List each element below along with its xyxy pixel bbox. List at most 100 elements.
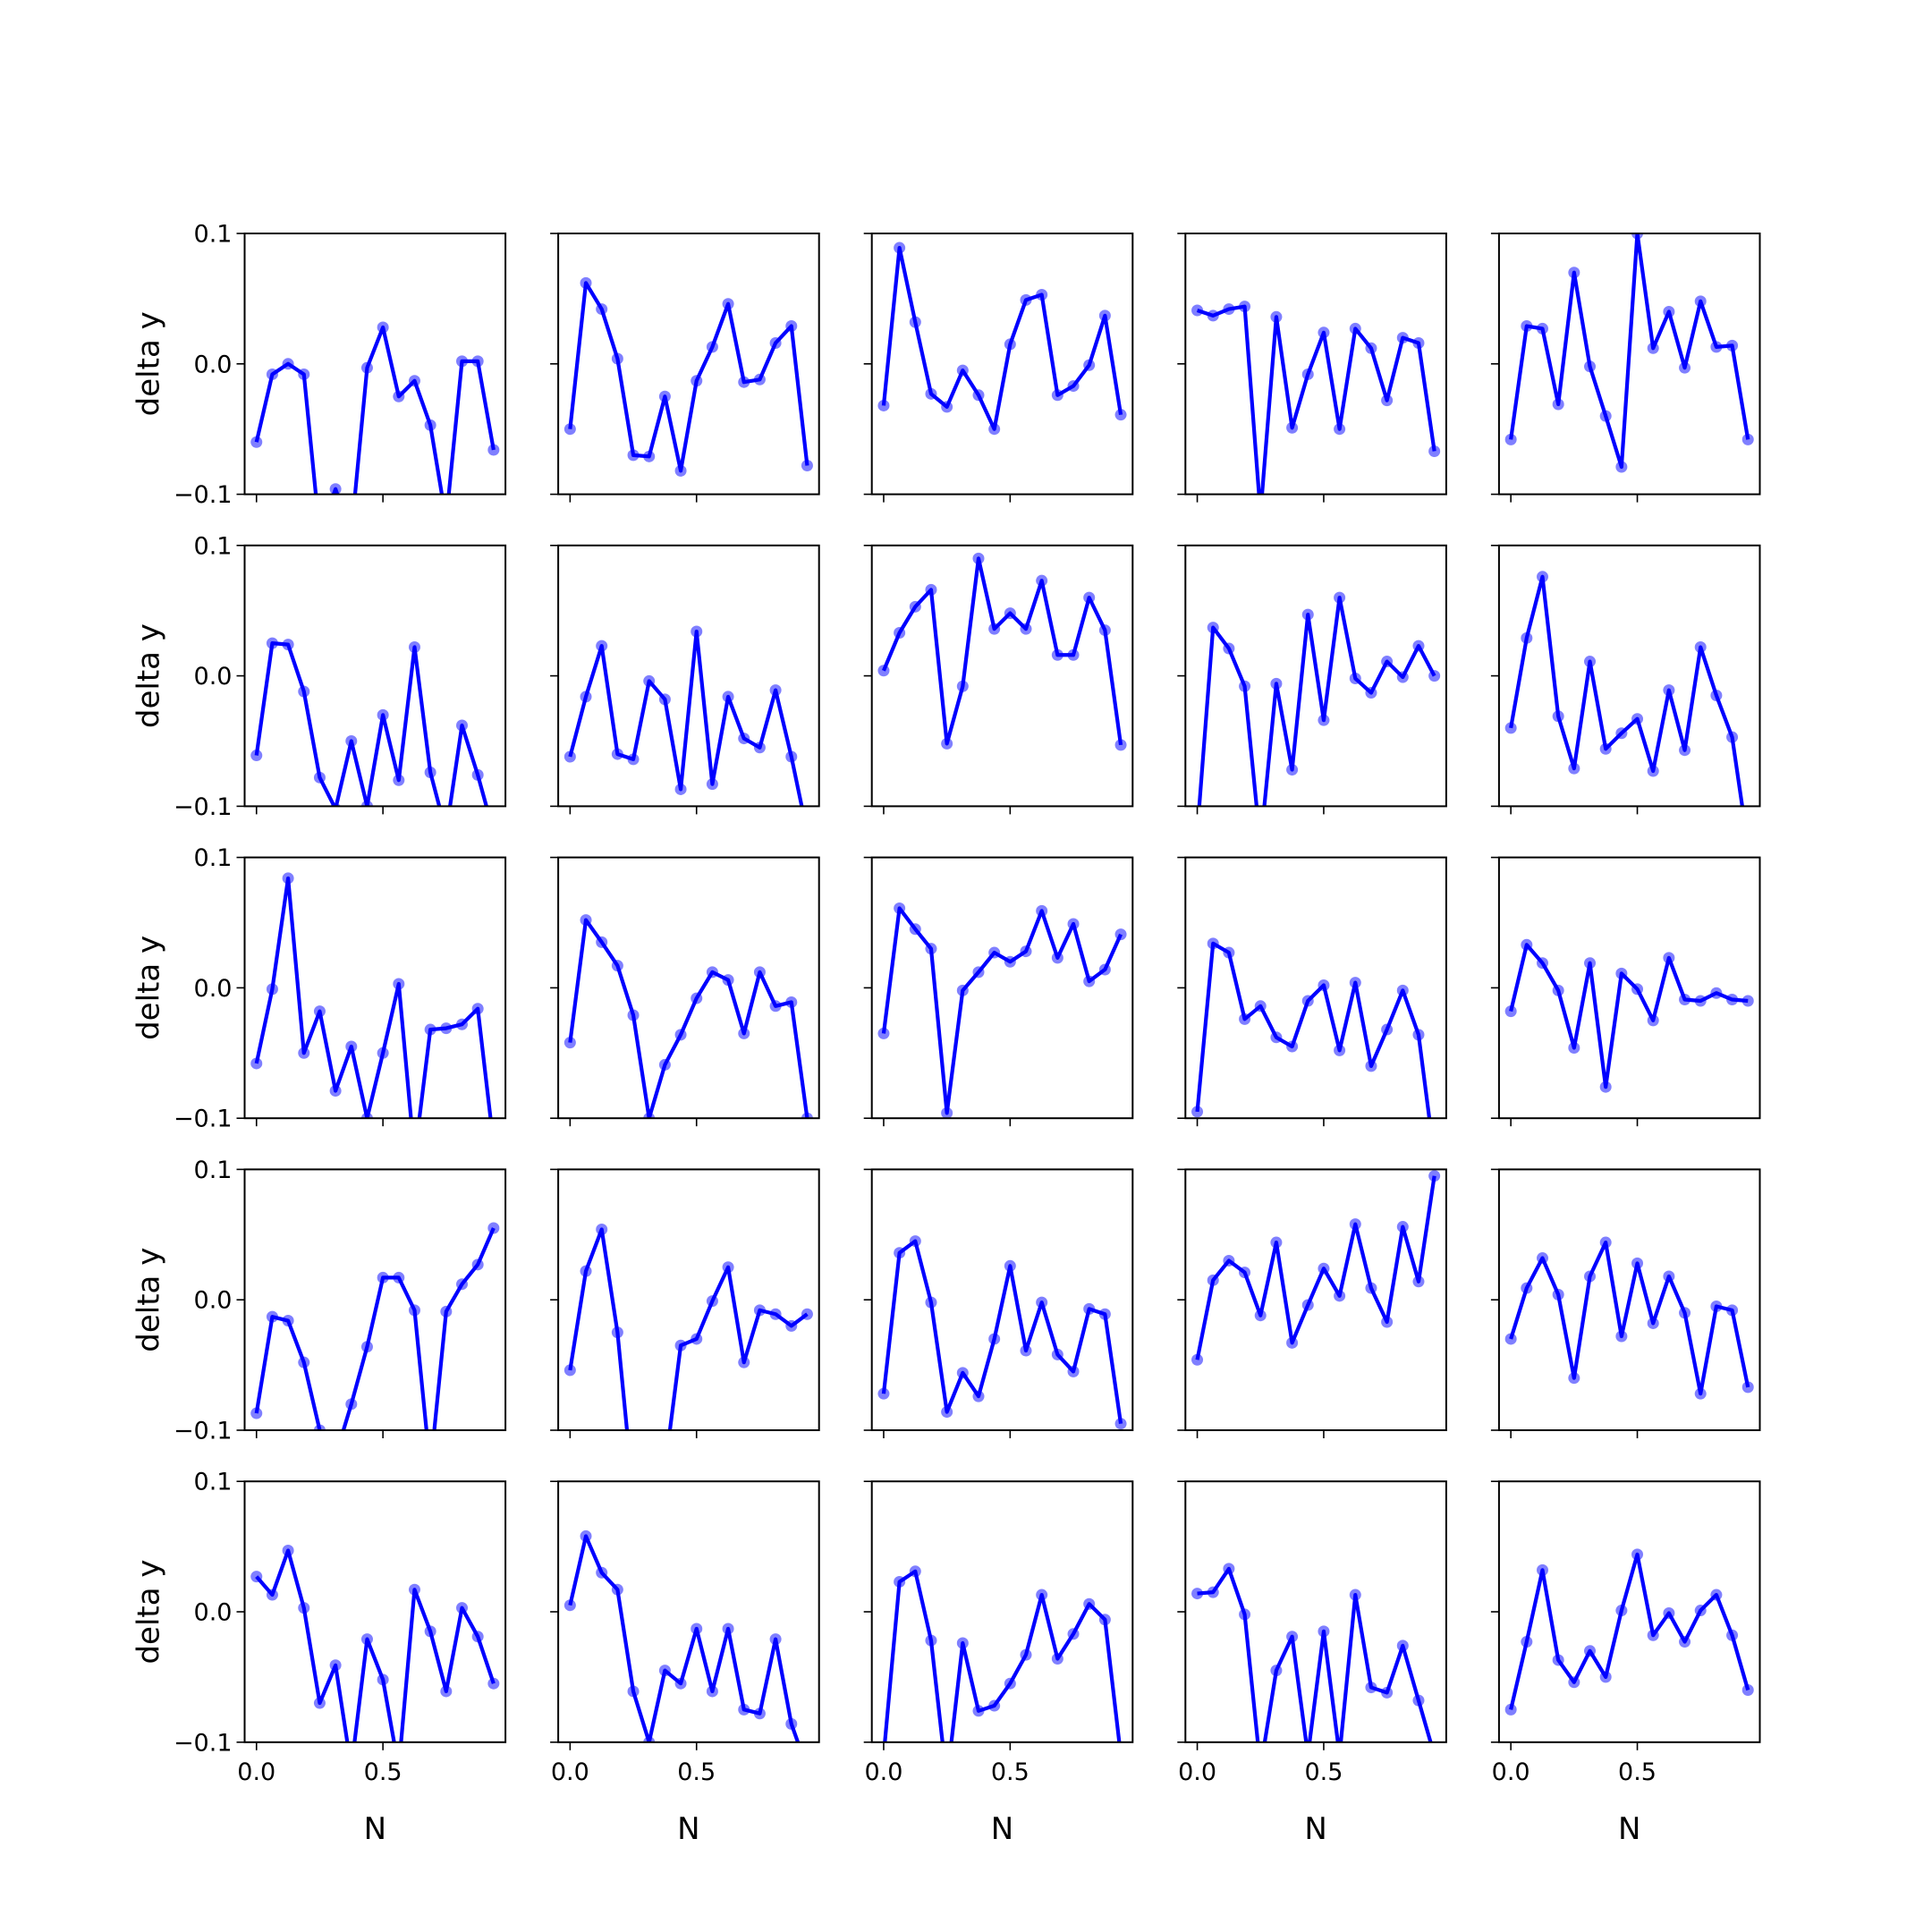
- y-tick-label: 0.1: [194, 1469, 233, 1496]
- data-point: [1694, 641, 1707, 654]
- data-point: [298, 685, 310, 698]
- data-point: [1083, 1302, 1096, 1315]
- axes-frame: [243, 1168, 507, 1432]
- data-point: [1537, 1252, 1548, 1265]
- plot-area: [250, 1544, 500, 1742]
- data-line: [1197, 1566, 1433, 1742]
- axes-frame: [243, 544, 507, 808]
- data-point: [1083, 591, 1096, 604]
- data-point: [1647, 1317, 1659, 1329]
- plot-area: [877, 1235, 1127, 1430]
- data-point: [738, 1703, 750, 1716]
- data-point: [580, 276, 592, 289]
- data-point: [643, 450, 656, 462]
- plot-area: [1191, 301, 1441, 495]
- data-point: [785, 996, 798, 1008]
- data-point: [1615, 967, 1628, 979]
- y-tick-label: −0.1: [174, 1729, 233, 1757]
- subplot: 0.0 0.5 N: [1490, 1480, 1761, 1847]
- data-point: [658, 390, 671, 402]
- data-point: [801, 1308, 813, 1320]
- data-point: [440, 1022, 453, 1035]
- data-point: [1381, 1316, 1394, 1328]
- y-axis-label: delta y: [131, 1248, 167, 1352]
- data-point: [1098, 963, 1111, 976]
- plot-area: [1504, 938, 1754, 1093]
- data-point: [1004, 607, 1016, 620]
- data-point: [738, 733, 750, 745]
- data-point: [596, 936, 608, 948]
- x-axis-label: N: [1618, 1811, 1640, 1847]
- data-point: [360, 1112, 373, 1119]
- data-point: [1537, 957, 1548, 970]
- data-point: [1239, 301, 1251, 313]
- y-tick-label: 0.1: [194, 1157, 233, 1184]
- data-point: [941, 737, 953, 750]
- plot-area: [250, 1222, 500, 1431]
- y-tick-label: −0.1: [174, 1418, 233, 1445]
- data-point: [329, 1085, 342, 1097]
- data-line: [881, 1239, 1123, 1425]
- data-point: [1741, 433, 1754, 445]
- data-point: [1365, 1060, 1377, 1072]
- data-point: [706, 778, 718, 791]
- subplot: [863, 1168, 1134, 1438]
- y-tick-label: 0.0: [194, 1599, 233, 1627]
- data-point: [956, 680, 969, 692]
- data-point: [1067, 1365, 1080, 1377]
- data-point: [1381, 1023, 1394, 1036]
- data-point: [1114, 409, 1127, 421]
- data-point: [769, 1308, 782, 1320]
- data-point: [250, 1571, 263, 1583]
- data-point: [1396, 1640, 1409, 1652]
- data-point: [925, 1296, 937, 1309]
- data-point: [408, 375, 420, 387]
- data-line: [1196, 304, 1436, 495]
- data-point: [360, 1633, 373, 1646]
- data-point: [738, 1356, 750, 1368]
- plot-area: [564, 625, 804, 807]
- data-point: [894, 902, 906, 914]
- data-point: [1694, 995, 1707, 1007]
- data-point: [1254, 1309, 1267, 1322]
- data-line: [1195, 1175, 1436, 1360]
- data-point: [1067, 1628, 1080, 1640]
- data-point: [1710, 689, 1723, 701]
- data-line: [1509, 1552, 1750, 1710]
- y-axis-label: delta y: [131, 311, 167, 416]
- data-point: [1349, 1589, 1361, 1601]
- subplot: 0.0 0.5 N: [1177, 1480, 1447, 1847]
- data-point: [611, 748, 623, 760]
- data-point: [456, 1018, 468, 1030]
- data-point: [580, 1265, 592, 1277]
- x-tick-label: 0.0: [1492, 1758, 1530, 1786]
- data-point: [1270, 1665, 1283, 1677]
- data-point: [674, 1677, 687, 1690]
- data-line: [568, 281, 809, 473]
- data-point: [1067, 380, 1080, 393]
- data-point: [1239, 1013, 1251, 1025]
- data-point: [1584, 656, 1597, 668]
- plot-area: [1504, 1236, 1754, 1400]
- data-point: [313, 1005, 326, 1018]
- data-line: [1197, 596, 1436, 807]
- data-point: [1412, 1029, 1425, 1041]
- data-point: [956, 1367, 969, 1379]
- axes-frame: [557, 1480, 820, 1743]
- data-line: [255, 1548, 496, 1742]
- data-point: [1599, 410, 1612, 422]
- data-point: [706, 966, 718, 979]
- data-point: [1223, 1254, 1235, 1267]
- data-point: [785, 320, 798, 333]
- data-point: [1428, 445, 1441, 457]
- y-tick-label: 0.0: [194, 1287, 233, 1315]
- data-point: [909, 600, 921, 613]
- data-line: [568, 918, 809, 1119]
- data-point: [627, 1009, 640, 1021]
- data-line: [254, 641, 488, 807]
- data-line: [1509, 1240, 1750, 1396]
- y-tick-label: 0.0: [194, 351, 233, 378]
- data-point: [250, 1407, 263, 1419]
- data-line: [254, 325, 496, 495]
- data-point: [1396, 984, 1409, 996]
